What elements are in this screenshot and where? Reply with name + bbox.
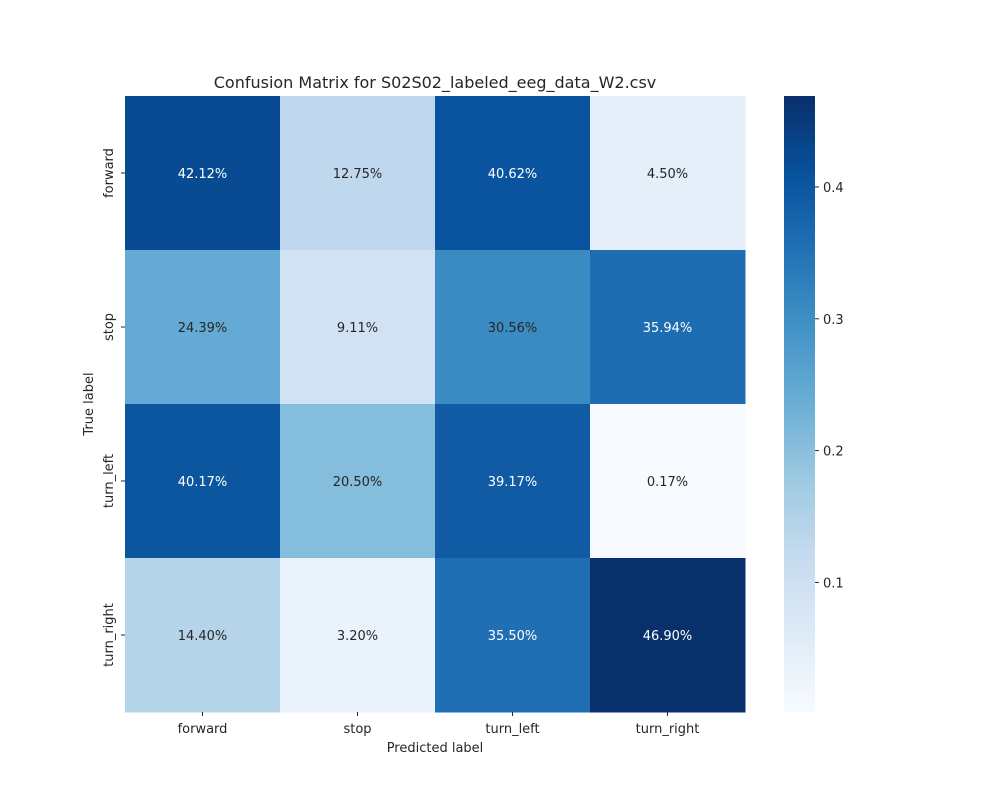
heatmap-cell: [435, 558, 591, 713]
x-axis-ticks: forward stop turn_left turn_right: [178, 712, 700, 737]
x-axis-label: Predicted label: [387, 741, 484, 756]
colorbar: [784, 96, 815, 712]
cell-annotation: 0.17%: [647, 475, 688, 490]
heatmap-cell: [435, 96, 591, 251]
cell-annotation: 40.17%: [178, 475, 228, 490]
y-tick-label: forward: [102, 148, 117, 198]
colorbar-tick-label: 0.2: [823, 445, 844, 460]
heatmap-cell: [280, 96, 436, 251]
cell-annotation: 35.94%: [643, 321, 693, 336]
cell-annotation: 46.90%: [643, 629, 693, 644]
heatmap-cell: [435, 250, 591, 405]
x-tick-label: stop: [343, 722, 371, 737]
cell-annotation: 12.75%: [333, 167, 383, 182]
colorbar-tick-label: 0.1: [823, 576, 844, 591]
y-tick-label: turn_left: [102, 454, 117, 508]
heatmap-cell: [435, 404, 591, 559]
heatmap-cell: [280, 404, 436, 559]
heatmap-cell: [590, 404, 746, 559]
x-tick-label: turn_right: [636, 722, 700, 737]
chart-title: Confusion Matrix for S02S02_labeled_eeg_…: [214, 73, 657, 93]
heatmap-cell: [125, 250, 281, 405]
cell-annotation: 14.40%: [178, 629, 228, 644]
cell-annotation: 35.50%: [488, 629, 538, 644]
cell-annotation: 4.50%: [647, 167, 688, 182]
heatmap-cell: [125, 404, 281, 559]
cell-annotation: 30.56%: [488, 321, 538, 336]
colorbar-ticks: 0.1 0.2 0.3 0.4: [815, 181, 844, 591]
heatmap-cells: 42.12% 12.75% 40.62% 4.50% 24.39% 9.11% 30.56%…: [125, 96, 746, 713]
y-axis-label: True label: [82, 372, 97, 436]
cell-annotation: 3.20%: [337, 629, 378, 644]
heatmap-cell: [590, 250, 746, 405]
cell-annotation: 24.39%: [178, 321, 228, 336]
x-tick-label: forward: [178, 722, 228, 737]
heatmap-cell: [280, 558, 436, 713]
heatmap-cell: [125, 558, 281, 713]
heatmap-cell: [280, 250, 436, 405]
x-tick-label: turn_left: [485, 722, 539, 737]
cell-annotation: 39.17%: [488, 475, 538, 490]
colorbar-tick-label: 0.3: [823, 313, 844, 328]
cell-annotation: 20.50%: [333, 475, 383, 490]
cell-annotation: 9.11%: [337, 321, 378, 336]
colorbar-tick-label: 0.4: [823, 181, 844, 196]
heatmap-cell: [125, 96, 281, 251]
cell-annotation: 40.62%: [488, 167, 538, 182]
y-tick-label: turn_right: [102, 603, 117, 667]
heatmap-cell: [590, 96, 746, 251]
y-axis-ticks: forward stop turn_left turn_right: [102, 148, 125, 667]
y-tick-label: stop: [102, 313, 117, 341]
heatmap-cell: [590, 558, 746, 713]
cell-annotation: 42.12%: [178, 167, 228, 182]
